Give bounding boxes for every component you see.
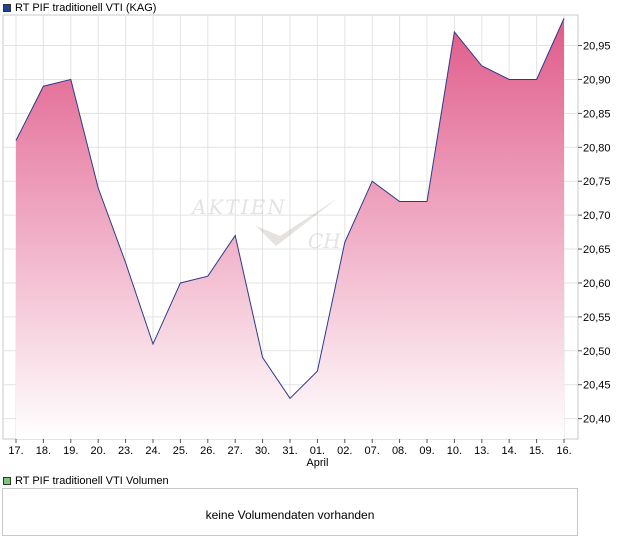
x-tick-label: 02. (337, 445, 352, 457)
y-tick-label: 20,45 (583, 380, 611, 392)
x-tick-label: 18. (36, 445, 51, 457)
y-tick-label: 20,90 (583, 74, 611, 86)
x-tick-label: 10. (447, 445, 462, 457)
y-tick-label: 20,55 (583, 312, 611, 324)
y-tick-label: 20,60 (583, 278, 611, 290)
x-tick-label: 13. (474, 445, 489, 457)
y-axis-ticks: 20,40 20,45 20,50 20,55 20,60 20,65 20,70 20,75… (578, 41, 611, 426)
price-area-fill (16, 18, 564, 439)
x-tick-label: 01. (310, 445, 325, 457)
x-tick-label: 30. (255, 445, 270, 457)
y-tick-label: 20,65 (583, 244, 611, 256)
x-tick-label: 09. (419, 445, 434, 457)
volume-legend-label: RT PIF traditionell VTI Volumen (15, 475, 169, 487)
y-tick-label: 20,50 (583, 346, 611, 358)
x-tick-label: 15. (529, 445, 544, 457)
x-tick-label: 17. (8, 445, 23, 457)
x-month-label: April (306, 457, 328, 469)
watermark-text-top: AKTIEN (190, 195, 287, 219)
x-tick-label: 19. (63, 445, 78, 457)
volume-empty-message: keine Volumendaten vorhanden (205, 508, 375, 522)
price-legend-swatch (3, 4, 11, 12)
x-tick-label: 07. (365, 445, 380, 457)
x-tick-label: 16. (556, 445, 571, 457)
x-tick-label: 31. (282, 445, 297, 457)
y-tick-label: 20,75 (583, 176, 611, 188)
x-tick-label: 23. (118, 445, 133, 457)
y-tick-label: 20,95 (583, 41, 611, 53)
x-tick-label: 26. (200, 445, 215, 457)
price-legend: RT PIF traditionell VTI (KAG) (3, 2, 156, 14)
x-tick-label: 25. (173, 445, 188, 457)
price-chart: AKTIEN CH 20,40 20,45 20,50 20,55 20,60 20,65… (2, 14, 611, 469)
x-tick-label: 08. (392, 445, 407, 457)
price-line (15, 18, 565, 400)
x-axis-ticks: 17. 18. 19. 20. 23. 24. 25. 26. 27. 30. 31. 01. 02. 0… (8, 439, 572, 469)
x-tick-label: 14. (502, 445, 517, 457)
volume-panel: keine Volumendaten vorhanden (2, 488, 578, 536)
volume-legend: RT PIF traditionell VTI Volumen (3, 475, 169, 487)
x-tick-label: 27. (228, 445, 243, 457)
y-tick-label: 20,85 (583, 108, 611, 120)
y-tick-label: 20,70 (583, 210, 611, 222)
y-tick-label: 20,40 (583, 414, 611, 426)
watermark-text-bottom: CH (308, 229, 341, 253)
y-tick-label: 20,80 (583, 142, 611, 154)
x-tick-label: 20. (91, 445, 106, 457)
volume-legend-swatch (3, 477, 11, 485)
x-tick-label: 24. (145, 445, 160, 457)
price-legend-label: RT PIF traditionell VTI (KAG) (15, 2, 157, 14)
watermark: AKTIEN CH (190, 195, 341, 253)
